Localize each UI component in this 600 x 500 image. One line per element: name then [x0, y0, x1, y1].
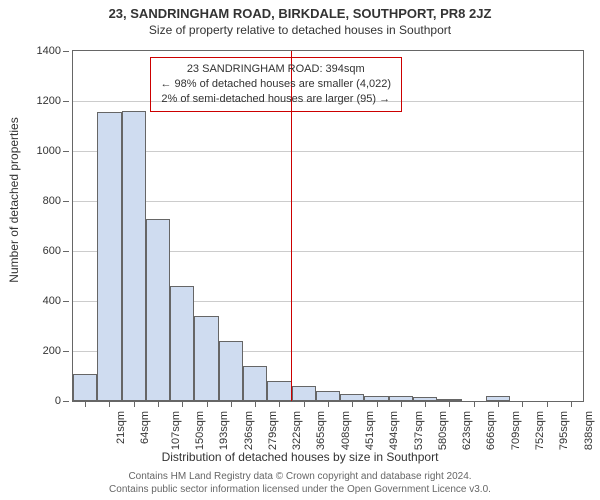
x-tick-label: 279sqm	[267, 411, 279, 450]
x-axis-label: Distribution of detached houses by size …	[0, 450, 600, 464]
gridline	[73, 201, 583, 202]
x-tick	[109, 401, 110, 407]
x-tick	[522, 401, 523, 407]
x-tick	[328, 401, 329, 407]
y-tick-label: 1200	[37, 95, 61, 107]
histogram-bar	[243, 366, 267, 401]
histogram-bar	[97, 112, 121, 401]
x-tick-label: 752sqm	[534, 411, 546, 450]
annotation-line: 2% of semi-detached houses are larger (9…	[161, 92, 392, 107]
annotation-line: 23 SANDRINGHAM ROAD: 394sqm	[161, 62, 392, 77]
x-tick	[571, 401, 572, 407]
x-tick	[547, 401, 548, 407]
annotation-box: 23 SANDRINGHAM ROAD: 394sqm← 98% of deta…	[150, 57, 403, 112]
x-tick	[425, 401, 426, 407]
y-tick-label: 0	[55, 395, 61, 407]
y-tick-label: 1000	[37, 145, 61, 157]
x-tick	[498, 401, 499, 407]
x-tick-label: 408sqm	[340, 411, 352, 450]
x-tick-label: 322sqm	[291, 411, 303, 450]
y-tick-label: 600	[43, 245, 61, 257]
x-tick-label: 666sqm	[486, 411, 498, 450]
y-tick	[63, 301, 69, 302]
histogram-bar	[219, 341, 243, 401]
y-tick	[63, 151, 69, 152]
y-tick	[63, 351, 69, 352]
y-tick	[63, 201, 69, 202]
x-tick	[377, 401, 378, 407]
y-tick-label: 200	[43, 345, 61, 357]
x-tick-label: 623sqm	[461, 411, 473, 450]
x-tick	[158, 401, 159, 407]
x-tick	[182, 401, 183, 407]
x-tick-label: 537sqm	[413, 411, 425, 450]
histogram-chart: 020040060080010001200140021sqm64sqm107sq…	[72, 50, 584, 402]
y-tick	[63, 51, 69, 52]
histogram-bar	[340, 394, 364, 402]
x-tick-label: 709sqm	[510, 411, 522, 450]
footer-attribution: Contains HM Land Registry data © Crown c…	[0, 470, 600, 496]
x-tick	[352, 401, 353, 407]
y-axis-label: Number of detached properties	[7, 117, 21, 282]
histogram-bar	[267, 381, 291, 401]
x-tick	[231, 401, 232, 407]
gridline	[73, 151, 583, 152]
x-tick-label: 21sqm	[115, 411, 127, 444]
histogram-bar	[292, 386, 316, 401]
x-tick	[85, 401, 86, 407]
x-tick	[207, 401, 208, 407]
x-tick-label: 150sqm	[194, 411, 206, 450]
x-tick	[474, 401, 475, 407]
y-tick-label: 1400	[37, 45, 61, 57]
footer-line-1: Contains HM Land Registry data © Crown c…	[0, 470, 600, 483]
x-tick-label: 838sqm	[583, 411, 595, 450]
histogram-bar	[146, 219, 170, 402]
x-tick	[279, 401, 280, 407]
page-subtitle: Size of property relative to detached ho…	[0, 23, 600, 37]
x-tick	[255, 401, 256, 407]
x-tick	[401, 401, 402, 407]
x-tick	[304, 401, 305, 407]
x-tick	[134, 401, 135, 407]
histogram-bar	[73, 374, 97, 402]
x-tick-label: 107sqm	[170, 411, 182, 450]
x-tick	[449, 401, 450, 407]
histogram-bar	[122, 111, 146, 401]
x-tick-label: 795sqm	[558, 411, 570, 450]
x-tick-label: 193sqm	[218, 411, 230, 450]
footer-line-2: Contains public sector information licen…	[0, 483, 600, 496]
y-tick	[63, 401, 69, 402]
x-tick-label: 365sqm	[316, 411, 328, 450]
x-tick-label: 580sqm	[437, 411, 449, 450]
x-tick-label: 494sqm	[388, 411, 400, 450]
y-tick-label: 400	[43, 295, 61, 307]
annotation-line: ← 98% of detached houses are smaller (4,…	[161, 77, 392, 92]
y-tick-label: 800	[43, 195, 61, 207]
y-tick	[63, 101, 69, 102]
histogram-bar	[316, 391, 340, 401]
x-tick-label: 236sqm	[243, 411, 255, 450]
histogram-bar	[194, 316, 218, 401]
x-tick-label: 64sqm	[139, 411, 151, 444]
page-title: 23, SANDRINGHAM ROAD, BIRKDALE, SOUTHPOR…	[0, 0, 600, 21]
histogram-bar	[170, 286, 194, 401]
x-tick-label: 451sqm	[364, 411, 376, 450]
y-tick	[63, 251, 69, 252]
